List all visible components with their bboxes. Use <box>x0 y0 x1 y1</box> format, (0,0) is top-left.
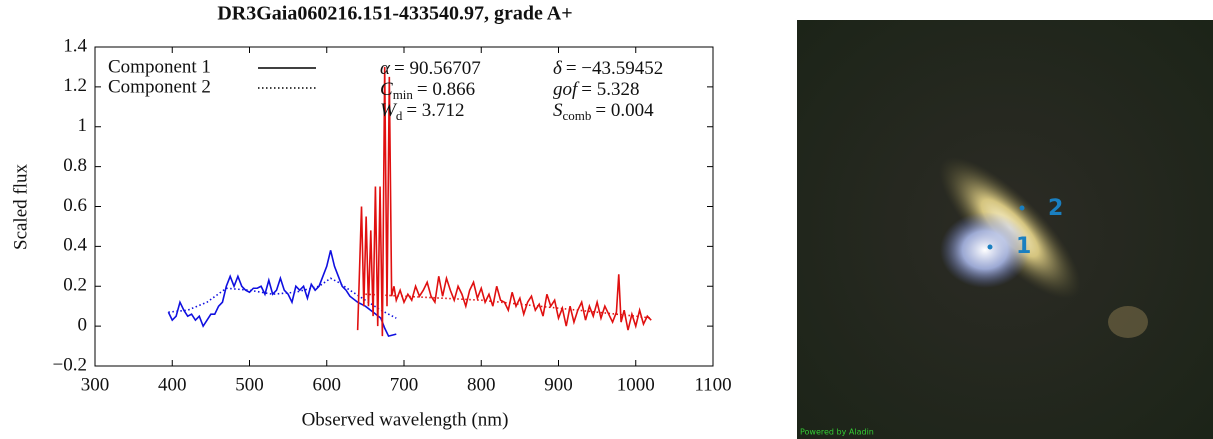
annotation-part: = −43.59452 <box>566 58 663 79</box>
annotation: α = 90.56707 <box>380 58 481 79</box>
annotation: δ = −43.59452 <box>553 58 663 79</box>
x-tick-label: 900 <box>544 374 573 395</box>
data-line <box>356 66 652 337</box>
y-tick-label: 0.4 <box>63 235 87 256</box>
annotation-part: = 0.866 <box>417 79 475 100</box>
y-tick-label: 1.4 <box>63 35 87 56</box>
chart-title: DR3Gaia060216.151-433540.97, grade A+ <box>217 3 572 25</box>
y-tick-label: −0.2 <box>53 354 87 375</box>
annotation-part: δ <box>553 58 563 79</box>
y-tick-label: 0.2 <box>63 275 87 296</box>
y-tick-label: 1.2 <box>63 75 87 96</box>
annotation-part: d <box>396 108 403 123</box>
annotation-part: comb <box>563 108 592 123</box>
y-tick-label: 0.8 <box>63 155 87 176</box>
legend-label: Component 1 <box>108 56 211 77</box>
marker-label: 2 <box>1048 196 1063 221</box>
x-tick-label: 800 <box>467 374 496 395</box>
annotation-part: = 90.56707 <box>394 58 481 79</box>
annotation: Wd = 3.712 <box>380 100 465 123</box>
y-tick-label: 1 <box>78 115 88 136</box>
annotation-part: α <box>380 58 391 79</box>
data-line <box>167 250 397 338</box>
annotation-part: gof <box>553 79 580 100</box>
x-axis-label: Observed wavelength (nm) <box>302 409 509 430</box>
y-axis-label: Scaled flux <box>10 164 31 251</box>
annotation-part: W <box>380 100 398 121</box>
x-tick-label: 1100 <box>694 374 731 395</box>
image-credit: Powered by Aladin <box>800 428 874 437</box>
x-tick-label: 1000 <box>617 374 655 395</box>
annotation-part: = 0.004 <box>595 100 654 121</box>
x-tick-label: 500 <box>235 374 264 395</box>
annotation-part: S <box>553 100 563 121</box>
y-tick-label: 0.6 <box>63 195 87 216</box>
annotation: gof = 5.328 <box>553 79 640 100</box>
annotation-part: min <box>393 87 414 102</box>
annotation: Scomb = 0.004 <box>553 100 654 123</box>
sky-image <box>797 20 1213 439</box>
annotation-part: = 3.712 <box>406 100 464 121</box>
annotation-part: C <box>380 79 393 100</box>
y-tick-label: 0 <box>78 314 88 335</box>
legend-label: Component 2 <box>108 76 211 97</box>
x-tick-label: 700 <box>390 374 419 395</box>
data-line <box>168 277 397 319</box>
annotation-part: = 5.328 <box>581 79 639 100</box>
annotation: Cmin = 0.866 <box>380 79 475 102</box>
x-tick-label: 400 <box>158 374 187 395</box>
x-tick-label: 300 <box>81 374 110 395</box>
x-tick-label: 600 <box>313 374 342 395</box>
marker-label: 1 <box>1016 234 1031 259</box>
